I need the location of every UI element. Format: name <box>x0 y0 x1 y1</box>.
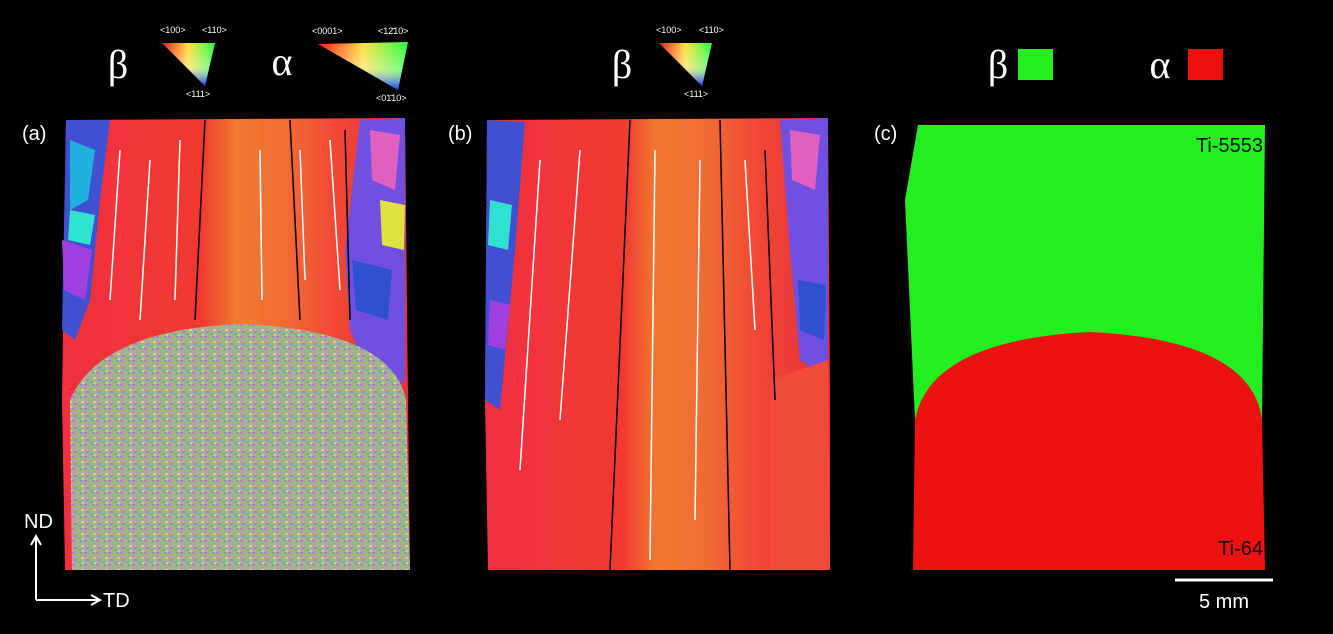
beta-symbol: β <box>612 42 632 87</box>
corner-label: <0001> <box>312 26 343 36</box>
figure: β <100> <110> <111> α <0001> <12̄10> <01… <box>0 0 1333 629</box>
axis-label: ND <box>24 511 53 533</box>
corner-label: <111> <box>684 89 708 99</box>
material-label: Ti-5553 <box>1196 135 1263 157</box>
beta-symbol: β <box>988 42 1008 87</box>
map-a <box>62 118 410 570</box>
map-c <box>905 125 1265 570</box>
corner-label: <100> <box>656 25 682 35</box>
map-b <box>485 118 830 570</box>
beta-swatch <box>1018 49 1053 80</box>
panel-label: (c) <box>874 123 897 145</box>
corner-label: <100> <box>160 25 186 35</box>
scale-label: 5 mm <box>1199 591 1249 613</box>
panel-label: (a) <box>22 123 46 145</box>
corner-label: <111> <box>186 89 210 99</box>
panel-label: (b) <box>448 123 472 145</box>
beta-symbol: β <box>108 42 128 87</box>
material-label: Ti-64 <box>1218 538 1263 560</box>
ipf-triangle-shade <box>659 43 712 86</box>
alpha-symbol: α <box>272 39 293 84</box>
corner-label: <12̄10> <box>378 26 409 36</box>
ipf-triangle-shade <box>318 42 408 90</box>
alpha-swatch <box>1188 49 1223 80</box>
ipf-triangle-shade <box>162 43 215 86</box>
corner-label: <01̄10> <box>376 93 407 103</box>
alpha-symbol: α <box>1150 42 1171 87</box>
corner-label: <110> <box>202 25 227 35</box>
axis-label: TD <box>103 590 130 612</box>
corner-label: <110> <box>699 25 724 35</box>
